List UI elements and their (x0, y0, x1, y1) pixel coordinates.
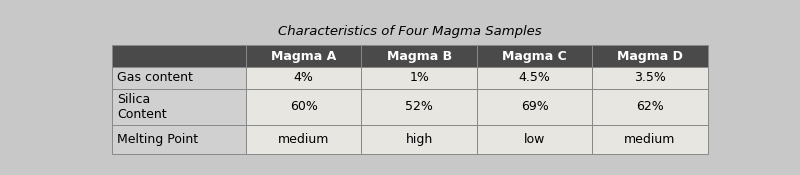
FancyBboxPatch shape (592, 89, 708, 125)
FancyBboxPatch shape (112, 125, 246, 154)
FancyBboxPatch shape (362, 89, 477, 125)
Text: 52%: 52% (405, 100, 433, 113)
FancyBboxPatch shape (362, 125, 477, 154)
Text: 4%: 4% (294, 72, 314, 85)
FancyBboxPatch shape (362, 45, 477, 67)
FancyBboxPatch shape (246, 125, 362, 154)
FancyBboxPatch shape (362, 67, 477, 89)
Text: Melting Point: Melting Point (118, 133, 198, 146)
Text: medium: medium (278, 133, 330, 146)
FancyBboxPatch shape (112, 89, 246, 125)
FancyBboxPatch shape (592, 125, 708, 154)
Text: low: low (524, 133, 545, 146)
FancyBboxPatch shape (592, 67, 708, 89)
FancyBboxPatch shape (246, 45, 362, 67)
Text: 4.5%: 4.5% (518, 72, 550, 85)
Text: 62%: 62% (636, 100, 664, 113)
FancyBboxPatch shape (477, 125, 592, 154)
Text: Characteristics of Four Magma Samples: Characteristics of Four Magma Samples (278, 25, 542, 38)
Text: Gas content: Gas content (118, 72, 194, 85)
FancyBboxPatch shape (246, 67, 362, 89)
Text: 3.5%: 3.5% (634, 72, 666, 85)
FancyBboxPatch shape (477, 67, 592, 89)
FancyBboxPatch shape (477, 89, 592, 125)
Text: high: high (406, 133, 433, 146)
FancyBboxPatch shape (592, 45, 708, 67)
Text: Magma A: Magma A (271, 50, 336, 63)
Text: medium: medium (624, 133, 675, 146)
Text: 1%: 1% (409, 72, 429, 85)
Text: Silica
Content: Silica Content (118, 93, 167, 121)
Text: 60%: 60% (290, 100, 318, 113)
FancyBboxPatch shape (112, 45, 246, 67)
Text: Magma C: Magma C (502, 50, 567, 63)
FancyBboxPatch shape (477, 45, 592, 67)
Text: 69%: 69% (521, 100, 548, 113)
Text: Magma B: Magma B (386, 50, 452, 63)
FancyBboxPatch shape (246, 89, 362, 125)
FancyBboxPatch shape (112, 67, 246, 89)
Text: Magma D: Magma D (617, 50, 683, 63)
